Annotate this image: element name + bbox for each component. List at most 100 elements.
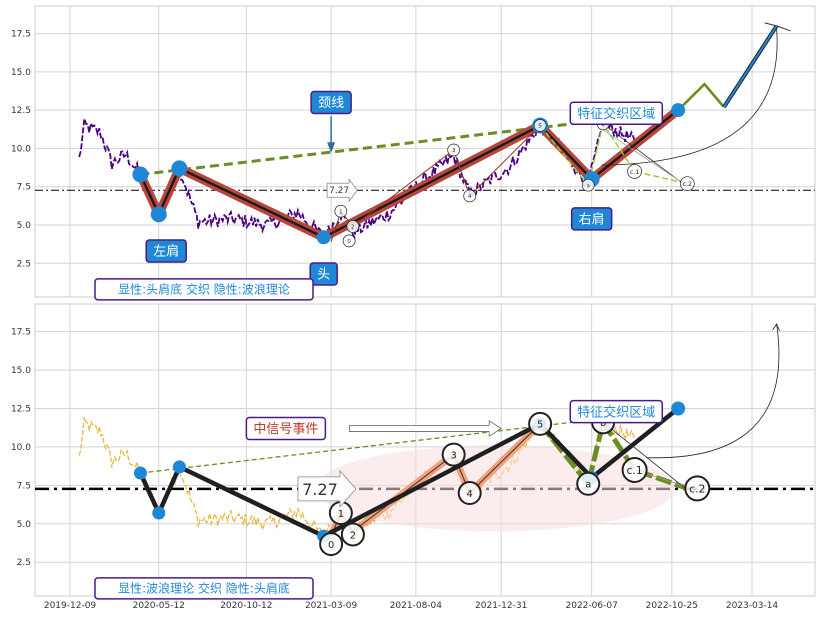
y-tick-label: 15.0 (11, 68, 31, 78)
level-arrow (297, 469, 357, 508)
wave-label: 5 (538, 124, 541, 130)
wave-label: c.2 (689, 483, 705, 496)
mid-signal-arrow (349, 420, 502, 437)
y-tick-label: 12.5 (11, 106, 31, 116)
y-tick-label: 17.5 (11, 30, 31, 40)
projection-target-line (723, 25, 778, 108)
zone-label: 特征交织区域 (577, 106, 655, 122)
wave-label-circle (319, 532, 344, 557)
fan-line (602, 422, 688, 491)
wave-label-circle (576, 471, 601, 496)
wave-label: a (585, 480, 591, 491)
left-shoulder-label-box (145, 239, 187, 263)
target-curve (601, 28, 778, 166)
wave-label: 0 (347, 239, 351, 245)
caption-label: 显性:头肩底 交织 隐性:波浪理论 (118, 282, 290, 297)
wave-label-circle (441, 442, 466, 467)
target-curve (646, 323, 780, 459)
wave-label: 3 (452, 148, 455, 154)
x-tick-label: 2019-12-09 (44, 601, 97, 611)
x-tick-label: 2020-10-12 (220, 601, 272, 611)
pivot-dot (150, 206, 167, 223)
right-shoulder-label: 右肩 (579, 212, 605, 228)
wave-label: 1 (338, 509, 344, 520)
pivot-dot (316, 230, 331, 245)
x-tick-label: 2021-03-09 (305, 601, 358, 611)
wave-label-circle (334, 204, 348, 218)
wave-label: c.1 (630, 169, 639, 176)
wave-label: 2 (351, 225, 354, 231)
y-tick-label: 2.5 (17, 558, 31, 568)
wave-label-circle (627, 164, 642, 179)
wave-label-circle (342, 234, 356, 248)
wave-label-circle (346, 220, 360, 233)
wave-label: 0 (328, 540, 334, 551)
wave-label-circle (533, 119, 547, 132)
wave-label: 2 (350, 530, 356, 541)
x-tick-label: 2022-10-25 (646, 601, 698, 611)
mid-signal-label: 中信号事件 (253, 422, 318, 437)
y-tick-label: 5.0 (17, 221, 32, 231)
pivot-dot (671, 103, 686, 118)
neckline-label: 颈线 (318, 96, 344, 111)
caption-label-box (94, 577, 314, 600)
projection-cap (764, 22, 791, 32)
y-tick-label: 5.0 (17, 520, 32, 530)
zone-label-box (569, 399, 664, 424)
y-tick-label: 17.5 (11, 328, 31, 338)
left-shoulder-label: 左肩 (153, 244, 179, 260)
wave-label: b (600, 418, 606, 429)
wave-label: 3 (451, 450, 457, 461)
wave-label: c.2 (683, 181, 692, 188)
y-tick-label: 10.0 (11, 443, 31, 453)
pivot-dot (171, 160, 188, 177)
y-tick-label: 2.5 (17, 259, 31, 269)
x-tick-label: 2020-05-12 (133, 601, 185, 611)
wave-label-circle (457, 481, 482, 506)
head-label: 头 (317, 268, 330, 283)
neckline-label-box (310, 90, 352, 115)
pivot-dot (132, 166, 149, 183)
zone-ellipse (314, 445, 675, 532)
y-tick-label: 10.0 (11, 144, 31, 154)
fan-line (602, 129, 685, 184)
y-tick-label: 12.5 (11, 405, 31, 415)
y-tick-label: 7.5 (17, 183, 31, 193)
level-label: 7.27 (302, 480, 338, 499)
wave-label-circle (581, 178, 595, 192)
wave-label: a (587, 183, 590, 189)
mid-signal-label-box (245, 416, 327, 441)
wave-label-circle (684, 475, 711, 502)
wave-label: b (601, 122, 605, 128)
wave-label: 4 (467, 489, 473, 500)
zone-label-box (569, 101, 664, 125)
projection-zigzag (677, 82, 725, 112)
pivot-dot (133, 466, 147, 480)
y-tick-label: 15.0 (11, 366, 31, 376)
pivot-dot (671, 401, 686, 416)
y-tick-label: 7.5 (17, 481, 31, 491)
wave-label: 4 (468, 194, 472, 200)
wave-label: 5 (537, 420, 543, 431)
wave-label-circle (528, 411, 553, 436)
x-tick-label: 2021-12-31 (475, 601, 527, 611)
wave-label: c.1 (626, 464, 642, 477)
pivot-dot (172, 460, 186, 474)
panel-bottom: 2.5 5.0 7.5 10.0 12.5 15.0 17.5 2019-12-09 2020-… (11, 303, 816, 611)
wave-label-circle (340, 522, 365, 547)
caption-label-box (94, 278, 314, 301)
pivot-dot (152, 506, 166, 520)
head-label-box (309, 262, 338, 286)
wave-label: 1 (339, 209, 342, 215)
panel-top: 2.5 5.0 7.5 10.0 12.5 15.0 17.5 0 1 2 3 4 5 a b c.1 c.2 颈… (11, 5, 816, 301)
level-arrow (326, 178, 358, 203)
wave-label-circle (621, 456, 648, 483)
right-shoulder-label-box (570, 207, 613, 231)
neckline-pointer-head (327, 142, 336, 154)
caption-label: 显性:波浪理论 交织 隐性:头肩底 (118, 581, 290, 596)
level-label: 7.27 (329, 186, 349, 196)
zone-label: 特征交织区域 (577, 404, 655, 420)
x-tick-label: 2022-06-07 (566, 601, 618, 611)
target-arrowhead (772, 323, 780, 332)
